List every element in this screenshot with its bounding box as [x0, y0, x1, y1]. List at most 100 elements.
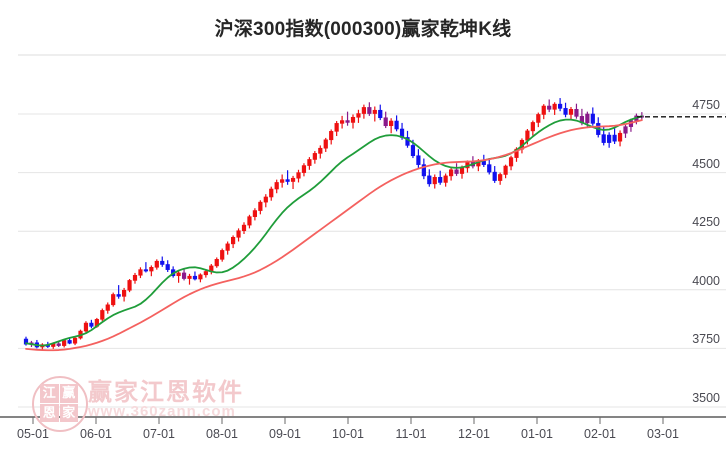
- x-axis-tick-label: 12-01: [458, 427, 490, 441]
- y-axis-tick-label: 4500: [692, 156, 720, 171]
- candle-body: [481, 161, 486, 165]
- candle-body: [192, 275, 198, 280]
- ma-line: [25, 119, 643, 352]
- candle-body: [623, 126, 628, 134]
- candle-body: [89, 322, 94, 327]
- candle-body: [258, 201, 263, 211]
- candle-body: [585, 113, 590, 124]
- candle-body: [530, 122, 535, 132]
- candle-body: [307, 159, 312, 166]
- x-axis-tick-label: 05-01: [17, 427, 49, 441]
- y-axis-tick-label: 4000: [692, 273, 720, 288]
- x-axis-tick-label: 11-01: [395, 427, 427, 441]
- candle-body: [361, 107, 367, 114]
- x-axis-tick-label: 08-01: [206, 427, 238, 441]
- candle-body: [72, 337, 78, 344]
- candle-body: [160, 260, 165, 265]
- candle-body: [56, 343, 61, 346]
- candle-body: [541, 105, 546, 115]
- candle-body: [383, 117, 388, 127]
- candle-body: [372, 109, 377, 114]
- candle-body: [617, 132, 623, 142]
- candle-body: [367, 107, 372, 114]
- candle-body: [187, 275, 192, 279]
- candle-body: [67, 340, 72, 344]
- candle-body: [394, 120, 399, 130]
- gridlines: [18, 54, 726, 408]
- candle-body: [487, 164, 492, 173]
- candle-body: [252, 210, 258, 217]
- x-axis-tick-label: 03-01: [647, 427, 679, 441]
- x-axis-tick-label: 01-01: [521, 427, 553, 441]
- candle-body: [83, 322, 89, 332]
- candle-body: [143, 269, 149, 272]
- candle-body: [378, 109, 383, 119]
- candle-body: [138, 269, 143, 276]
- candle-body: [231, 236, 236, 245]
- candle-body: [62, 340, 67, 346]
- candle-body: [563, 108, 568, 115]
- candle-body: [154, 260, 159, 268]
- y-axis-tick-label: 3500: [692, 391, 720, 405]
- candle-body: [389, 120, 394, 127]
- candle-body: [214, 259, 219, 267]
- candle-body: [508, 157, 514, 167]
- candle-body: [149, 266, 154, 272]
- x-axis-tick-label: 09-01: [269, 427, 301, 441]
- x-axis-tick-label: 06-01: [80, 427, 112, 441]
- candle-body: [203, 271, 208, 276]
- x-axis-tick-label: 07-01: [143, 427, 175, 441]
- candle-body: [111, 294, 116, 306]
- candle-body: [329, 131, 334, 141]
- candle-body: [198, 274, 203, 280]
- candle-body: [280, 179, 285, 183]
- candle-body: [290, 177, 296, 182]
- candle-body: [285, 179, 290, 182]
- candle-body: [339, 120, 345, 124]
- candle-body: [105, 304, 110, 311]
- candle-body: [590, 113, 595, 124]
- y-axis-tick-label: 4250: [692, 215, 720, 230]
- candle-body: [100, 310, 105, 320]
- candle-body: [318, 147, 323, 154]
- candle-body: [552, 103, 557, 110]
- candle-body: [525, 130, 530, 141]
- y-axis-tick-label: 3750: [692, 332, 720, 347]
- candle-body: [296, 172, 301, 179]
- candle-body: [547, 105, 552, 110]
- candle-body: [448, 169, 454, 177]
- candle-body: [132, 274, 138, 281]
- candle-body: [432, 176, 437, 185]
- candle-body: [312, 153, 317, 160]
- candle-body: [601, 134, 606, 143]
- candle-body: [181, 272, 187, 279]
- x-axis-tick-label: 02-01: [584, 427, 616, 441]
- candle-body: [323, 139, 328, 149]
- candle-body: [459, 167, 465, 174]
- candle-body: [536, 114, 541, 123]
- candle-body: [350, 116, 356, 123]
- candle-body: [301, 165, 307, 173]
- candle-body: [122, 289, 127, 297]
- candle-body: [607, 134, 612, 143]
- candle-body: [557, 103, 563, 109]
- candle-body: [568, 109, 574, 115]
- candle-body: [356, 113, 361, 118]
- candle-body: [225, 243, 230, 251]
- candle-body: [416, 155, 421, 165]
- candle-body: [492, 171, 497, 181]
- candle-body: [498, 174, 503, 181]
- candle-body: [241, 224, 247, 232]
- candle-body: [263, 196, 268, 203]
- candle-body: [427, 175, 432, 185]
- ma-line: [25, 115, 643, 347]
- candle-body: [220, 250, 225, 260]
- candle-body: [612, 134, 617, 142]
- candle-body: [574, 109, 579, 117]
- candle-body: [127, 280, 132, 291]
- candle-body: [176, 272, 181, 277]
- candle-body: [503, 165, 508, 175]
- page-title: 沪深300指数(000300)赢家乾坤K线: [214, 19, 512, 40]
